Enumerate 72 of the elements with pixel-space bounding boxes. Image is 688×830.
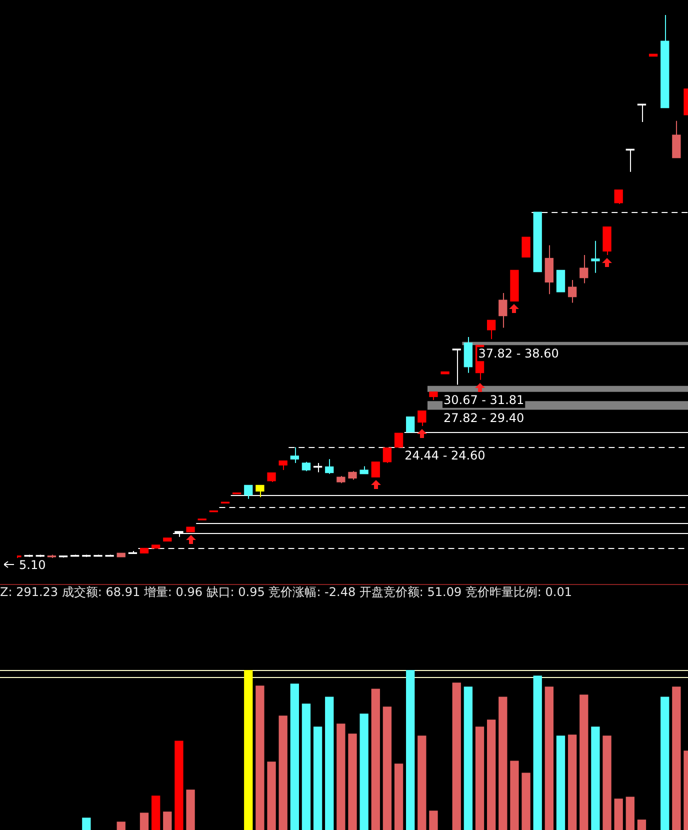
candlestick (382, 447, 392, 464)
bar (406, 670, 415, 830)
bar (267, 762, 276, 830)
bar (475, 726, 484, 830)
candlestick (302, 461, 311, 472)
bar (163, 812, 172, 830)
bar (348, 734, 357, 830)
chart-title: Z: 291.23 成交额: 68.91 增量: 0.96 缺口: 0.95 竞价涨幅: -2.48 开盘竞价额: 51.09 竞价昨量比例: 0.01 (0, 584, 688, 600)
annotation: 5.10 (19, 558, 46, 572)
bar (313, 726, 322, 830)
candlestick (290, 446, 299, 464)
candlestick (267, 472, 276, 482)
candlestick (580, 254, 588, 284)
bar (82, 818, 91, 830)
candlestick (672, 120, 681, 158)
bar (360, 714, 368, 830)
bar (290, 684, 299, 830)
bar (382, 706, 392, 830)
candlestick (406, 416, 415, 432)
candlestick (556, 270, 566, 292)
bar (580, 694, 588, 830)
candlestick (498, 292, 508, 328)
bar (152, 796, 160, 830)
bar (244, 670, 253, 830)
bar (371, 688, 380, 830)
bar (302, 704, 311, 830)
bar (591, 726, 600, 830)
bar (256, 686, 264, 830)
bar (487, 720, 496, 830)
bar (533, 676, 542, 830)
candlestick (278, 460, 288, 471)
bar (140, 812, 149, 830)
bar (186, 790, 195, 830)
bar (452, 682, 461, 830)
candlestick (244, 484, 253, 500)
candlestick (371, 461, 380, 478)
band-label: 30.67 - 31.81 (443, 392, 524, 407)
bar (602, 736, 612, 830)
candlestick (614, 189, 623, 204)
bar (498, 696, 508, 830)
bar (660, 696, 670, 830)
candlestick (591, 240, 600, 274)
bar (626, 796, 634, 830)
bar (614, 798, 623, 830)
bar (116, 822, 126, 830)
bar (556, 736, 566, 830)
bar (510, 760, 519, 830)
candlestick (452, 348, 461, 386)
candlestick (256, 484, 264, 498)
bar (394, 764, 404, 830)
bar (325, 696, 334, 830)
bar (418, 736, 426, 830)
candlestick (522, 236, 530, 258)
bar (544, 686, 554, 830)
candlestick (568, 279, 577, 304)
bar (637, 820, 646, 830)
bar (174, 740, 184, 830)
annotation: 24.44 - 24.60 (404, 448, 486, 462)
band-label: 37.82 - 38.60 (478, 346, 559, 360)
bar (522, 772, 530, 830)
bar (464, 686, 473, 830)
candlestick (418, 410, 426, 427)
bar (429, 810, 438, 830)
candlestick (394, 432, 404, 448)
bar (568, 734, 577, 830)
bar (672, 686, 681, 830)
bar (336, 724, 346, 830)
candlestick (637, 104, 646, 122)
candlestick (325, 458, 334, 474)
bar (278, 716, 288, 830)
candlestick (487, 320, 496, 340)
band-label: 27.82 - 29.40 (443, 410, 524, 425)
